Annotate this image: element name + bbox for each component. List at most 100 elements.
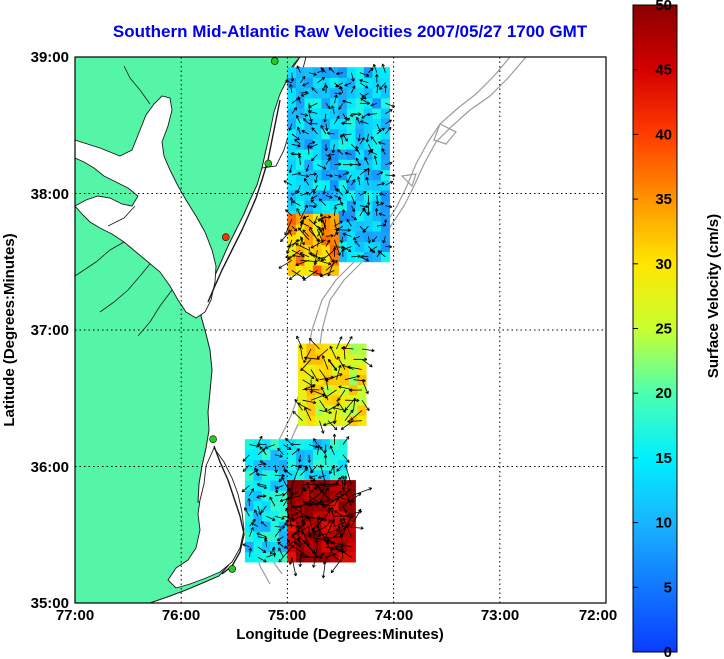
velocity-cell xyxy=(321,469,331,481)
velocity-cell xyxy=(304,224,314,235)
velocity-arrow xyxy=(332,433,337,445)
velocity-arrow xyxy=(308,72,317,76)
velocity-arrow xyxy=(342,117,350,125)
velocity-cell xyxy=(338,220,348,232)
velocity-arrow xyxy=(310,464,318,474)
velocity-arrow xyxy=(317,553,325,558)
velocity-arrow xyxy=(325,260,338,271)
velocity-cell xyxy=(244,510,254,522)
tributary-rivers xyxy=(75,65,173,337)
x-axis-label: Longitude (Degrees:Minutes) xyxy=(236,626,444,643)
velocity-arrow xyxy=(249,444,260,448)
velocity-arrow xyxy=(370,102,378,107)
velocity-arrow xyxy=(297,227,310,241)
velocity-arrow xyxy=(242,454,250,462)
velocity-cell xyxy=(372,231,382,242)
velocity-arrow xyxy=(302,379,315,388)
velocity-arrow xyxy=(300,236,305,246)
velocity-cell xyxy=(295,108,305,119)
velocity-cell xyxy=(287,551,297,563)
velocity-cell xyxy=(321,118,331,130)
velocity-cell xyxy=(338,179,348,191)
velocity-arrow xyxy=(278,475,284,483)
velocity-arrow xyxy=(376,171,384,176)
velocity-cell xyxy=(355,200,365,211)
velocity-arrow xyxy=(308,474,318,479)
velocity-cell xyxy=(321,108,331,119)
velocity-arrow xyxy=(291,512,299,517)
velocity-arrow xyxy=(312,546,318,568)
velocity-cell xyxy=(323,343,333,355)
velocity-cell xyxy=(338,210,348,222)
velocity-arrow xyxy=(351,85,356,94)
velocity-arrow xyxy=(334,91,342,96)
velocity-arrow xyxy=(375,195,380,205)
velocity-cell xyxy=(338,231,348,242)
velocity-arrow xyxy=(371,236,378,243)
velocity-arrow xyxy=(336,364,342,380)
velocity-arrow xyxy=(352,236,361,240)
velocity-arrow xyxy=(329,445,335,455)
velocity-arrow xyxy=(334,495,355,503)
velocity-arrow xyxy=(250,522,259,527)
velocity-arrow xyxy=(326,131,335,136)
velocity-cell xyxy=(355,231,365,242)
velocity-arrow xyxy=(304,387,320,391)
velocity-arrow xyxy=(311,154,318,162)
velocity-arrow xyxy=(313,250,318,266)
velocity-arrow xyxy=(342,454,350,463)
velocity-arrow xyxy=(280,229,293,243)
colorbar-tick-label: 35 xyxy=(655,191,672,208)
velocity-arrow xyxy=(291,448,300,456)
velocity-cell xyxy=(253,480,263,491)
velocity-cell xyxy=(306,364,316,375)
velocity-arrow xyxy=(325,239,331,247)
velocity-cell xyxy=(295,159,305,171)
velocity-arrow xyxy=(356,176,361,186)
velocity-arrow xyxy=(342,505,347,514)
velocity-arrow xyxy=(359,72,370,77)
velocity-arrow xyxy=(256,472,267,477)
velocity-cell xyxy=(346,108,356,119)
velocity-cell xyxy=(380,231,390,242)
velocity-arrow xyxy=(289,494,293,517)
velocity-cell xyxy=(304,97,314,109)
velocity-arrow xyxy=(374,208,379,216)
velocity-cell xyxy=(287,77,297,89)
velocity-arrow xyxy=(292,411,303,421)
velocity-arrow xyxy=(260,521,267,527)
velocity-arrow xyxy=(333,510,344,517)
velocity-arrow xyxy=(319,270,335,278)
velocity-arrow xyxy=(309,143,318,149)
velocity-arrow xyxy=(378,141,386,145)
velocity-arrow xyxy=(242,464,250,472)
velocity-cell xyxy=(295,449,305,461)
velocity-arrow xyxy=(295,114,301,124)
velocity-cell xyxy=(304,521,314,532)
velocity-cell xyxy=(295,128,305,140)
velocity-cell xyxy=(304,469,314,481)
velocity-arrow xyxy=(269,496,276,507)
grid-lines xyxy=(75,57,606,603)
x-tick-label: 75:00 xyxy=(268,607,306,624)
velocity-arrow xyxy=(342,436,350,445)
velocity-arrow xyxy=(297,402,312,411)
velocity-arrow xyxy=(321,219,327,236)
velocity-arrow xyxy=(370,136,378,145)
velocity-arrow xyxy=(346,218,352,227)
velocity-arrow xyxy=(324,538,335,558)
colorbar-tick-label: 40 xyxy=(655,126,672,143)
velocity-cell xyxy=(312,97,322,109)
velocity-arrow xyxy=(342,171,350,176)
velocity-arrow xyxy=(350,410,363,421)
velocity-arrow xyxy=(331,105,335,114)
y-tick-label: 35:00 xyxy=(31,595,69,612)
velocity-cell xyxy=(278,480,288,491)
velocity-cell xyxy=(253,490,263,502)
velocity-arrow xyxy=(303,178,310,186)
velocity-cell xyxy=(253,459,263,471)
velocity-arrow xyxy=(360,254,369,259)
velocity-arrow xyxy=(288,557,293,565)
velocity-arrow xyxy=(277,541,284,548)
velocity-cell xyxy=(306,405,316,416)
